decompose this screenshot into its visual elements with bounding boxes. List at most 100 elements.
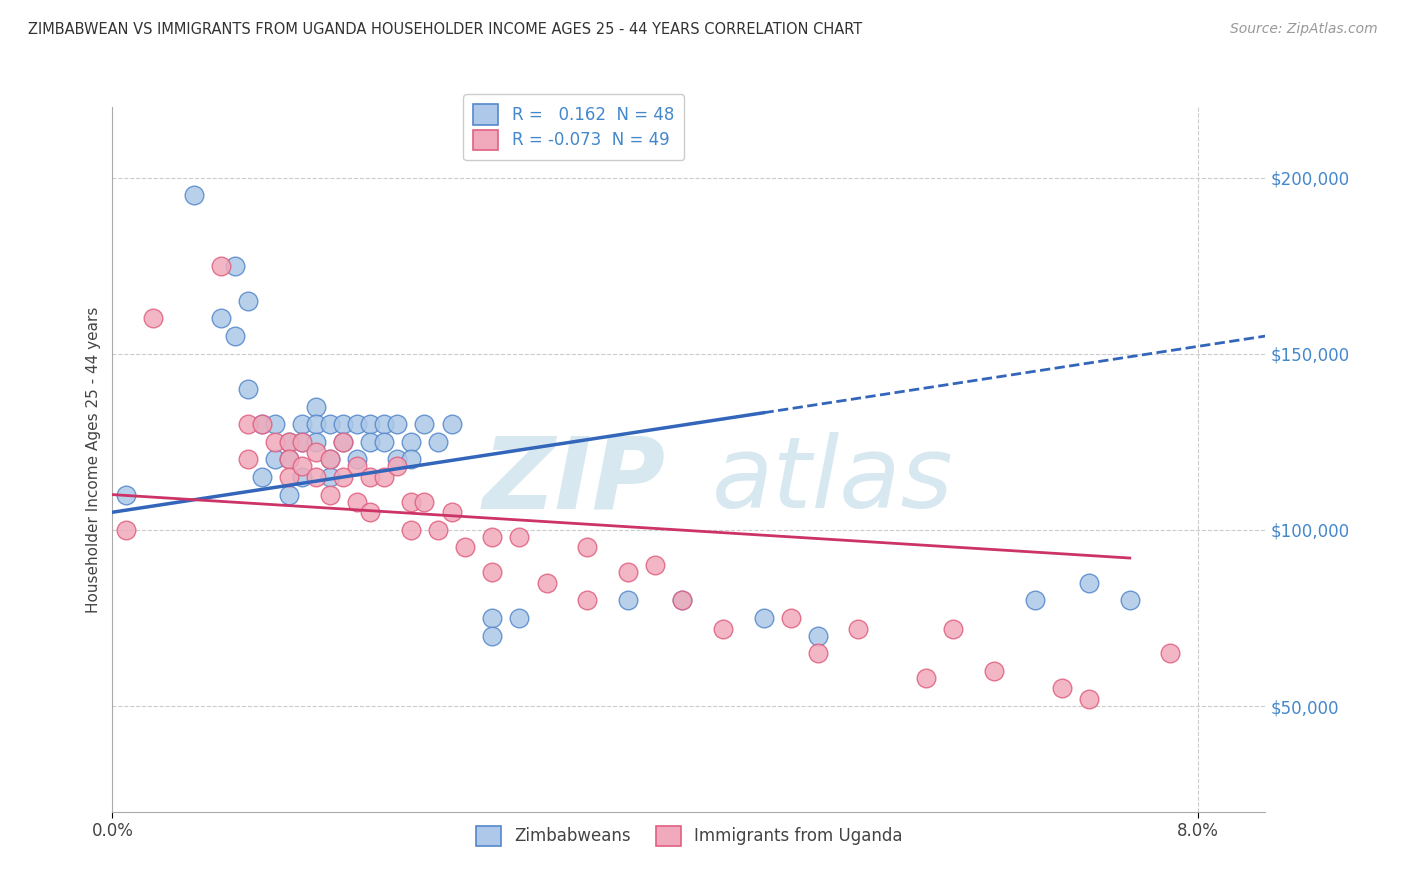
Point [236, 417, 259, 431]
Point [264, 434, 287, 449]
Point [359, 505, 381, 519]
Point [779, 611, 801, 625]
Point [1159, 646, 1181, 660]
Point [305, 400, 328, 414]
Point [807, 646, 830, 660]
Point [346, 459, 368, 474]
Point [427, 434, 450, 449]
Legend: Zimbabweans, Immigrants from Uganda: Zimbabweans, Immigrants from Uganda [468, 819, 910, 853]
Point [236, 382, 259, 396]
Point [318, 417, 340, 431]
Point [346, 417, 368, 431]
Point [346, 452, 368, 467]
Point [332, 470, 354, 484]
Point [277, 434, 299, 449]
Point [305, 445, 328, 459]
Point [440, 505, 463, 519]
Point [183, 188, 205, 202]
Point [277, 470, 299, 484]
Point [209, 311, 232, 326]
Point [671, 593, 693, 607]
Point [387, 459, 409, 474]
Point [250, 417, 273, 431]
Point [481, 628, 503, 642]
Point [305, 470, 328, 484]
Point [617, 565, 640, 579]
Point [359, 434, 381, 449]
Point [291, 459, 314, 474]
Point [318, 470, 340, 484]
Point [224, 329, 246, 343]
Text: atlas: atlas [711, 432, 953, 529]
Text: ZIMBABWEAN VS IMMIGRANTS FROM UGANDA HOUSEHOLDER INCOME AGES 25 - 44 YEARS CORRE: ZIMBABWEAN VS IMMIGRANTS FROM UGANDA HOU… [28, 22, 862, 37]
Point [346, 494, 368, 508]
Point [508, 611, 530, 625]
Point [413, 417, 436, 431]
Point [399, 523, 422, 537]
Point [236, 452, 259, 467]
Point [644, 558, 666, 573]
Point [264, 452, 287, 467]
Point [291, 434, 314, 449]
Point [291, 470, 314, 484]
Point [752, 611, 775, 625]
Point [359, 417, 381, 431]
Point [508, 530, 530, 544]
Point [1078, 575, 1101, 590]
Point [481, 611, 503, 625]
Point [576, 593, 599, 607]
Point [399, 452, 422, 467]
Point [250, 417, 273, 431]
Point [399, 494, 422, 508]
Point [576, 541, 599, 555]
Point [305, 417, 328, 431]
Point [332, 434, 354, 449]
Point [115, 487, 138, 501]
Point [481, 565, 503, 579]
Point [440, 417, 463, 431]
Point [332, 417, 354, 431]
Point [115, 523, 138, 537]
Point [387, 417, 409, 431]
Point [617, 593, 640, 607]
Point [305, 434, 328, 449]
Point [264, 417, 287, 431]
Point [983, 664, 1005, 678]
Text: Source: ZipAtlas.com: Source: ZipAtlas.com [1230, 22, 1378, 37]
Y-axis label: Householder Income Ages 25 - 44 years: Householder Income Ages 25 - 44 years [86, 306, 101, 613]
Point [332, 434, 354, 449]
Point [277, 487, 299, 501]
Point [142, 311, 165, 326]
Point [848, 622, 870, 636]
Text: ZIP: ZIP [482, 432, 666, 529]
Point [1050, 681, 1073, 696]
Point [318, 487, 340, 501]
Point [807, 628, 830, 642]
Point [711, 622, 734, 636]
Point [277, 434, 299, 449]
Point [915, 671, 938, 685]
Point [277, 452, 299, 467]
Point [481, 530, 503, 544]
Point [1078, 692, 1101, 706]
Point [536, 575, 558, 590]
Point [671, 593, 693, 607]
Point [359, 470, 381, 484]
Point [277, 452, 299, 467]
Point [942, 622, 965, 636]
Point [236, 293, 259, 308]
Point [454, 541, 477, 555]
Point [1119, 593, 1142, 607]
Point [373, 417, 395, 431]
Point [413, 494, 436, 508]
Point [399, 434, 422, 449]
Point [1024, 593, 1046, 607]
Point [373, 470, 395, 484]
Point [318, 452, 340, 467]
Point [291, 434, 314, 449]
Point [250, 470, 273, 484]
Point [373, 434, 395, 449]
Point [427, 523, 450, 537]
Point [318, 452, 340, 467]
Point [387, 452, 409, 467]
